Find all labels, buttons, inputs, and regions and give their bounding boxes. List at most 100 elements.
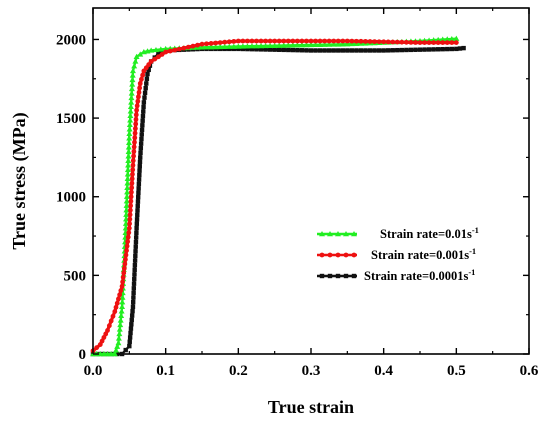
circle-marker	[119, 283, 125, 289]
circle-marker	[94, 345, 100, 351]
square-marker	[141, 100, 147, 105]
square-marker	[449, 46, 454, 52]
circle-marker	[294, 38, 300, 44]
circle-marker	[413, 40, 418, 45]
x-tick-label: 0.5	[447, 363, 466, 379]
circle-marker	[136, 94, 141, 100]
circle-marker	[130, 167, 136, 173]
circle-marker	[131, 149, 137, 154]
square-marker	[127, 335, 133, 340]
square-marker	[457, 46, 463, 51]
triangle-marker	[124, 180, 131, 186]
square-marker	[134, 217, 140, 222]
circle-marker	[331, 38, 337, 44]
circle-marker	[122, 261, 128, 267]
square-marker	[326, 48, 332, 53]
series-line	[93, 37, 457, 356]
circle-marker	[281, 38, 287, 44]
circle-marker	[290, 38, 296, 44]
square-marker	[132, 276, 137, 282]
circle-marker	[126, 225, 132, 231]
legend-item: Strain rate=0.0001s-1	[317, 267, 475, 283]
square-marker	[404, 47, 409, 53]
triangle-marker	[129, 81, 136, 87]
square-marker	[115, 351, 120, 357]
square-marker	[435, 47, 441, 52]
square-marker	[236, 46, 241, 52]
circle-marker	[125, 239, 131, 245]
circle-marker	[226, 39, 232, 45]
circle-marker	[440, 40, 446, 45]
circle-marker	[422, 40, 427, 45]
square-marker	[381, 48, 386, 53]
square-marker	[130, 308, 135, 314]
circle-marker	[103, 331, 109, 337]
triangle-marker	[113, 347, 120, 353]
square-marker	[127, 339, 132, 344]
square-marker	[132, 272, 137, 277]
circle-marker	[113, 304, 119, 310]
circle-marker	[128, 198, 134, 204]
circle-marker	[199, 41, 205, 47]
square-marker	[138, 150, 143, 156]
triangle-marker	[212, 44, 219, 50]
square-marker	[137, 168, 142, 173]
circle-marker	[263, 38, 268, 44]
triangle-marker	[267, 42, 274, 49]
circle-marker	[340, 38, 346, 44]
square-marker	[141, 109, 146, 114]
plot-frame	[92, 7, 530, 355]
circle-marker	[304, 38, 309, 44]
circle-marker	[249, 38, 255, 44]
y-tick-label: 0	[79, 347, 87, 363]
square-marker	[136, 186, 141, 191]
circle-marker	[426, 40, 432, 45]
triangle-marker	[162, 45, 169, 52]
triangle-marker	[239, 43, 246, 49]
triangle-marker	[132, 58, 139, 64]
square-marker	[136, 190, 141, 195]
series-line	[93, 46, 464, 356]
square-marker	[272, 47, 277, 52]
square-marker	[134, 221, 140, 226]
circle-marker	[124, 243, 130, 249]
circle-marker	[167, 48, 173, 54]
square-marker	[130, 304, 136, 310]
triangle-marker	[124, 166, 131, 172]
circle-marker	[417, 40, 423, 45]
circle-marker	[126, 230, 132, 236]
triangle-marker	[128, 94, 135, 101]
triangle-marker	[157, 46, 164, 52]
y-tick-label: 500	[64, 268, 87, 284]
square-marker	[137, 164, 142, 169]
circle-marker	[121, 266, 127, 271]
triangle-marker	[448, 35, 455, 42]
legend-label-superscript: -1	[472, 225, 479, 235]
square-marker	[331, 48, 336, 53]
circle-marker	[326, 38, 332, 44]
circle-marker	[381, 39, 387, 45]
triangle-marker	[253, 43, 260, 49]
triangle-marker	[148, 47, 155, 53]
square-marker	[245, 46, 250, 52]
x-tick-label: 0.2	[229, 363, 248, 379]
triangle-marker	[117, 317, 124, 323]
triangle-marker	[124, 175, 131, 181]
triangle-marker	[439, 36, 446, 42]
triangle-marker	[271, 42, 278, 48]
triangle-marker	[127, 117, 134, 123]
square-marker	[399, 47, 405, 53]
triangle-marker	[127, 108, 134, 114]
circle-marker	[123, 257, 128, 262]
circle-marker	[114, 300, 120, 306]
triangle-marker	[230, 43, 237, 49]
square-marker	[322, 48, 327, 53]
triangle-marker	[128, 90, 135, 96]
circle-marker	[335, 252, 341, 258]
circle-marker	[101, 335, 107, 340]
square-marker	[317, 48, 323, 53]
square-marker	[422, 47, 427, 52]
square-marker	[129, 317, 134, 323]
square-marker	[132, 262, 138, 268]
series-2	[90, 45, 466, 357]
